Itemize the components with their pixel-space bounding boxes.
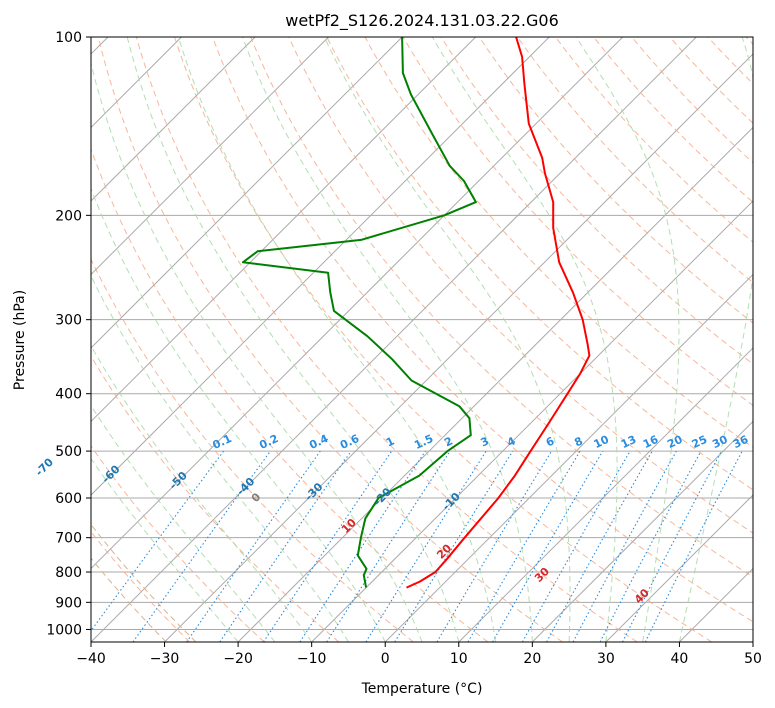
y-tick-label: 500: [55, 444, 82, 460]
dewpoint-profile-line: [241, 37, 477, 588]
moist-adiabat: [241, 37, 533, 642]
x-tick-label: −20: [223, 651, 253, 667]
mixing-ratio-label: 30: [710, 433, 730, 451]
isotherm-line: [91, 37, 550, 496]
mixing-ratio-line: [521, 450, 631, 642]
isotherm-line: [91, 37, 256, 202]
isotherm-line: [91, 37, 698, 642]
plot-background: [91, 37, 753, 642]
x-tick-label: 0: [381, 651, 390, 667]
mixing-ratio-line: [599, 450, 702, 642]
mixing-ratio-line: [186, 450, 321, 642]
mixing-ratio-line: [365, 450, 487, 642]
isotherm-line: [458, 347, 753, 642]
dry-adiabat: [91, 355, 340, 642]
y-axis-ticks: 100 200 300 400 500 600 700 800 900 1000: [46, 30, 91, 638]
dry-adiabat: [212, 37, 753, 623]
isotherm-line: [164, 53, 753, 642]
mixing-ratio-line: [132, 450, 271, 642]
moist-adiabat: [177, 37, 497, 642]
chart-title: wetPf2_S126.2024.131.03.22.G06: [285, 11, 559, 31]
moist-adiabat: [323, 37, 571, 642]
isotherm-line: [237, 126, 753, 642]
mixing-ratio-label: 20: [665, 433, 685, 451]
mixing-ratio-line: [263, 450, 393, 642]
x-tick-label: 50: [744, 651, 762, 667]
y-tick-label: 900: [55, 595, 82, 611]
y-tick-label: 1000: [46, 622, 82, 638]
x-tick-label: 40: [671, 651, 689, 667]
moist-adiabat: [91, 457, 239, 642]
y-tick-label: 800: [55, 565, 82, 581]
mixing-ratio-line: [91, 450, 225, 632]
x-tick-label: 30: [597, 651, 615, 667]
dry-adiabat: [135, 37, 638, 642]
mixing-ratio-label: 16: [641, 433, 661, 451]
y-tick-label: 100: [55, 30, 82, 46]
x-tick-label: −30: [150, 651, 180, 667]
x-tick-label: −10: [297, 651, 327, 667]
moist-adiabat: [678, 37, 753, 642]
dry-adiabat: [91, 147, 489, 642]
mixing-ratio-line: [219, 450, 352, 642]
moist-adiabat: [91, 187, 386, 642]
dry-adiabat: [91, 445, 265, 642]
isotherm-line: [605, 494, 753, 642]
x-axis-title: Temperature (°C): [361, 681, 483, 697]
isotherm-line: [91, 37, 403, 349]
x-tick-label: −40: [76, 651, 106, 667]
temperature-profile-line: [406, 37, 591, 589]
mixing-ratio-line: [572, 450, 677, 642]
isotherm-line: [311, 200, 753, 642]
y-tick-label: 300: [55, 313, 82, 329]
mixing-ratio-label: 36: [731, 433, 751, 451]
isotherm-line: [91, 37, 477, 423]
dry-adiabat: [440, 37, 753, 365]
x-tick-label: 10: [450, 651, 468, 667]
moist-adiabat: [91, 404, 276, 642]
x-axis-ticks: −40 −30 −20 −10 0 10 20 30 40 50: [76, 642, 762, 667]
x-tick-label: 20: [523, 651, 541, 667]
dry-adiabat: [91, 258, 414, 642]
mixing-ratio-label: 13: [619, 433, 638, 451]
y-axis-title: Pressure (hPa): [12, 290, 28, 390]
mixing-ratio-line: [299, 450, 426, 642]
y-tick-label: 400: [55, 387, 82, 403]
dry-adiabat: [97, 37, 563, 642]
y-tick-label: 200: [55, 208, 82, 224]
mixing-ratio-label: 10: [592, 433, 612, 451]
moist-adiabat: [431, 37, 618, 642]
profile-series: [241, 37, 591, 589]
mixing-ratio-line: [326, 450, 451, 642]
background-lines: [91, 37, 753, 642]
dry-adiabat: [478, 37, 753, 324]
moist-adiabat: [575, 37, 680, 642]
isotherm-line: [91, 37, 330, 276]
mixing-ratio-line: [546, 450, 653, 642]
plot-frame: [90, 36, 754, 643]
isotherm-line: [91, 37, 183, 129]
dry-adiabat: [516, 37, 753, 284]
moist-adiabat: [126, 37, 460, 642]
moist-adiabat: [91, 274, 349, 642]
moist-adiabat: [91, 61, 423, 642]
y-tick-label: 700: [55, 531, 82, 547]
mixing-ratio-line: [436, 450, 553, 642]
isotherm-line: [91, 37, 624, 570]
mixing-ratio-line: [394, 450, 514, 642]
mixing-ratio-line: [644, 450, 743, 642]
y-tick-label: 600: [55, 491, 82, 507]
isotherm-line: [531, 420, 753, 642]
mixing-ratio-label: 25: [690, 433, 709, 451]
moist-adiabat: [91, 344, 313, 642]
isotherm-line: [384, 273, 753, 642]
